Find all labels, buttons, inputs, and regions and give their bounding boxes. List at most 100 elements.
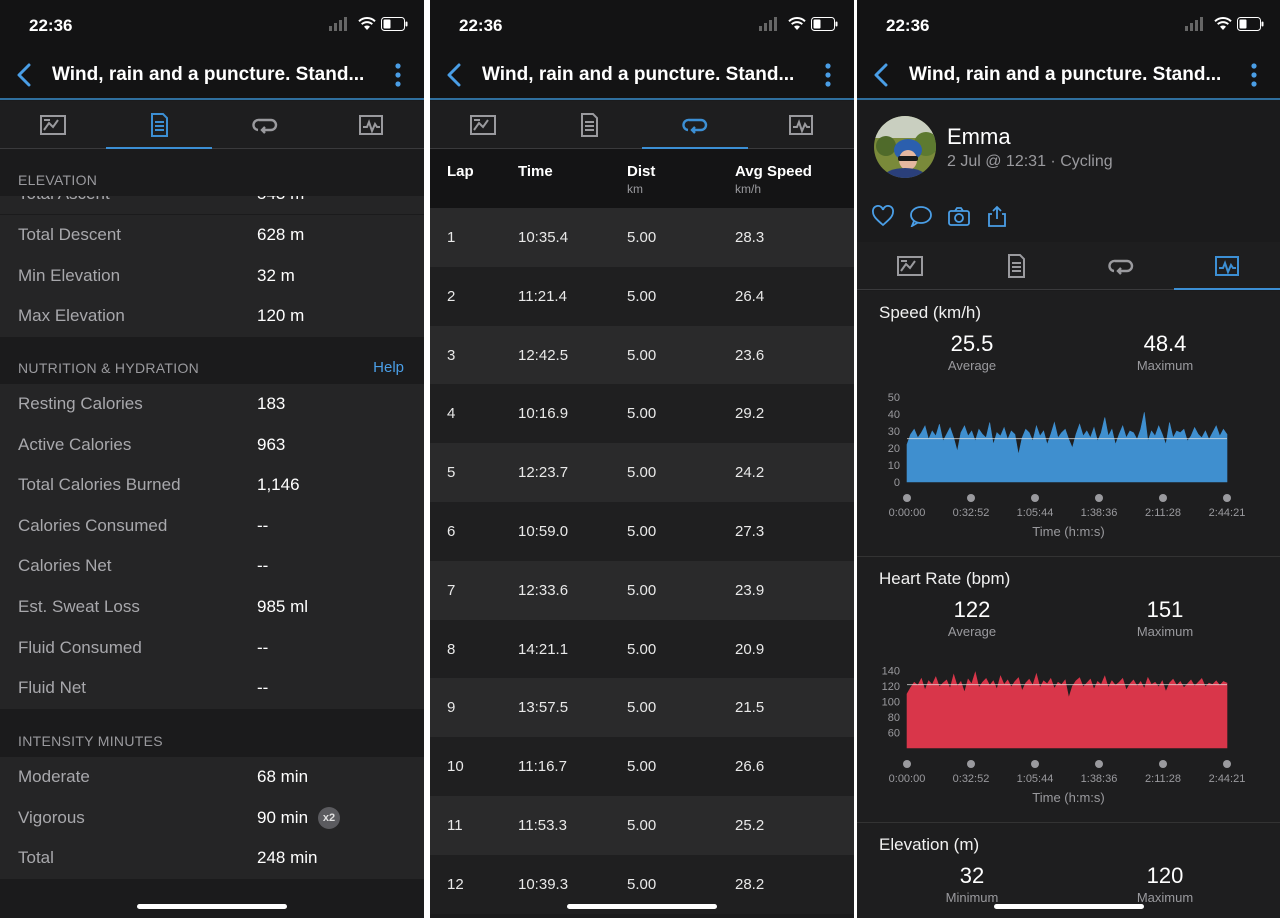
lap-row[interactable]: 10 11:16.7 5.00 26.6 (430, 737, 854, 796)
chart-pulse-icon (1215, 255, 1240, 276)
share-icon[interactable] (985, 205, 1009, 227)
lap-cell-speed: 23.9 (735, 581, 765, 599)
tab-stats[interactable] (536, 101, 642, 148)
stat-value: 183 (257, 394, 286, 413)
stat-value: 963 (257, 434, 286, 454)
comment-bubble-icon[interactable] (909, 205, 933, 227)
lap-row[interactable]: 5 12:23.7 5.00 24.2 (430, 443, 854, 502)
stat-value: 68 min (257, 767, 309, 786)
lap-cell-speed: 28.2 (735, 875, 765, 893)
back-chevron-icon[interactable] (872, 63, 892, 87)
heart-rate-area-chart: 60 80 100 120 140 0:00:00 0:32:52 1:05:44 1:38:3… (882, 666, 1246, 785)
lap-cell-lap: 4 (447, 405, 456, 423)
stat-label: Max Elevation (18, 306, 125, 326)
speed-average-value: 25.5 (950, 331, 994, 356)
speed-maximum-label: Maximum (1136, 358, 1194, 373)
stat-value: 32 m (257, 265, 295, 285)
lap-cell-lap: 5 (447, 464, 456, 482)
lap-cell-time: 13:57.5 (518, 699, 569, 717)
hr-maximum-label: Maximum (1136, 624, 1194, 639)
lap-row[interactable]: 9 13:57.5 5.00 21.5 (430, 678, 854, 738)
stat-label: Fluid Consumed (18, 637, 142, 657)
more-options-icon[interactable] (1250, 62, 1258, 88)
lap-row[interactable]: 11 11:53.3 5.00 25.2 (430, 796, 854, 855)
stat-value: -- (257, 678, 269, 698)
elevation-chart-card[interactable]: Elevation (m) 32 Minimum 120 Maximum (857, 823, 1280, 918)
avatar[interactable] (874, 116, 936, 178)
stat-value: 120 m (257, 306, 305, 326)
speed-area-chart: 0 10 20 30 40 50 0:00:00 0:32:52 1:05:44 1:38:36 2… (888, 392, 1246, 519)
lap-row[interactable]: 6 10:59.0 5.00 27.3 (430, 502, 854, 561)
lap-cell-lap: 11 (447, 817, 463, 834)
heart-rate-chart-card[interactable]: Heart Rate (bpm) 122 Average 151 Maximum… (857, 557, 1280, 823)
back-chevron-icon[interactable] (15, 63, 35, 87)
lap-cell-speed: 21.5 (735, 699, 765, 717)
like-heart-icon[interactable] (871, 205, 895, 227)
status-clock: 22:36 (29, 16, 73, 35)
stat-value: 90 min (257, 807, 309, 827)
lap-cell-time: 12:33.6 (518, 581, 569, 599)
status-clock: 22:36 (459, 16, 503, 35)
tab-laps[interactable] (1069, 242, 1175, 289)
lap-cell-time: 14:21.1 (518, 640, 569, 658)
tab-charts[interactable] (1174, 242, 1280, 290)
speed-chart-card[interactable]: Speed (km/h) 25.5 Average 48.4 Maximum 0… (857, 291, 1280, 557)
lap-row[interactable]: 2 11:21.4 5.00 26.4 (430, 266, 854, 326)
stat-value: -- (257, 515, 269, 535)
battery-icon (381, 17, 408, 31)
wifi-icon (788, 17, 806, 30)
more-options-icon[interactable] (394, 62, 402, 88)
tab-laps[interactable] (642, 101, 748, 149)
tab-charts[interactable] (318, 101, 424, 148)
map-overview-icon (470, 114, 496, 135)
battery-icon (811, 17, 838, 31)
stat-label: Vigorous (18, 807, 85, 827)
help-link[interactable]: Help (373, 359, 404, 376)
hr-average-label: Average (947, 624, 997, 639)
stat-label: Resting Calories (18, 394, 143, 413)
elevation-maximum-value: 120 (1146, 863, 1184, 888)
stat-label: Calories Consumed (18, 515, 168, 535)
tab-stats[interactable] (963, 242, 1069, 289)
more-options-icon[interactable] (824, 62, 832, 88)
speed-chart-title: Speed (km/h) (879, 303, 982, 322)
lap-cell-dist: 5.00 (627, 405, 657, 423)
stat-label: Active Calories (18, 434, 132, 454)
stat-value: 1,146 (257, 475, 300, 495)
hr-x-tick-dot (1095, 760, 1103, 768)
nav-bar: Wind, rain and a puncture. Stand... (857, 50, 1280, 100)
lap-cell-dist: 5.00 (627, 817, 657, 834)
hr-area-series (906, 671, 1228, 749)
back-chevron-icon[interactable] (445, 63, 465, 87)
athlete-name[interactable]: Emma (947, 124, 1011, 149)
hr-y-tick: 140 (882, 666, 900, 678)
speed-x-tick: 2:11:28 (1145, 507, 1181, 519)
lap-cell-dist: 5.00 (627, 758, 657, 776)
laps-loop-icon (682, 118, 708, 134)
lap-row[interactable]: 8 14:21.1 5.00 20.9 (430, 619, 854, 679)
lap-cell-time: 10:59.0 (518, 523, 569, 540)
lap-cell-speed: 24.2 (735, 464, 765, 482)
lap-row[interactable]: 1 10:35.4 5.00 28.3 (430, 208, 854, 267)
tab-charts[interactable] (748, 101, 854, 148)
laps-loop-icon (252, 118, 278, 134)
speed-x-tick: 1:05:44 (1017, 507, 1054, 519)
tab-stats[interactable] (106, 101, 212, 149)
lap-row[interactable]: 4 10:16.9 5.00 29.2 (430, 384, 854, 444)
lap-cell-time: 12:42.5 (518, 346, 569, 364)
lap-row[interactable]: 3 12:42.5 5.00 23.6 (430, 325, 854, 385)
lap-row[interactable]: 7 12:33.6 5.00 23.9 (430, 560, 854, 620)
tab-overview[interactable] (0, 101, 106, 148)
tab-overview[interactable] (857, 242, 963, 289)
activity-meta: 2 Jul @ 12:31 · Cycling (947, 153, 1113, 170)
action-bar (871, 205, 1009, 227)
hr-x-tick: 0:32:52 (953, 773, 990, 785)
tab-laps[interactable] (212, 101, 318, 148)
nav-bar: Wind, rain and a puncture. Stand... (0, 50, 424, 100)
tab-overview[interactable] (430, 101, 536, 148)
cellular-signal-icon (329, 17, 347, 31)
add-photo-camera-icon[interactable] (947, 205, 971, 227)
lap-row[interactable]: 12 10:39.3 5.00 28.2 (430, 854, 854, 914)
wifi-icon (358, 17, 376, 30)
cellular-signal-icon (1185, 17, 1203, 31)
